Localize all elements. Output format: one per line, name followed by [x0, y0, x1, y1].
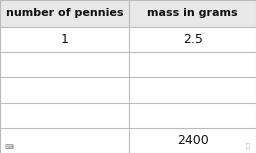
Bar — [0, 52, 256, 77]
Text: 1: 1 — [61, 33, 69, 46]
Bar — [0, 27, 256, 52]
Bar — [0, 77, 256, 103]
Text: 2.5: 2.5 — [183, 33, 202, 46]
Text: ⤢: ⤢ — [246, 144, 250, 149]
Bar — [0, 103, 256, 128]
Text: mass in grams: mass in grams — [147, 8, 238, 18]
Text: 2400: 2400 — [177, 134, 209, 147]
Bar — [0, 128, 256, 153]
Bar — [0, 0, 256, 27]
Text: ⌨: ⌨ — [5, 145, 14, 150]
Text: number of pennies: number of pennies — [6, 8, 123, 18]
